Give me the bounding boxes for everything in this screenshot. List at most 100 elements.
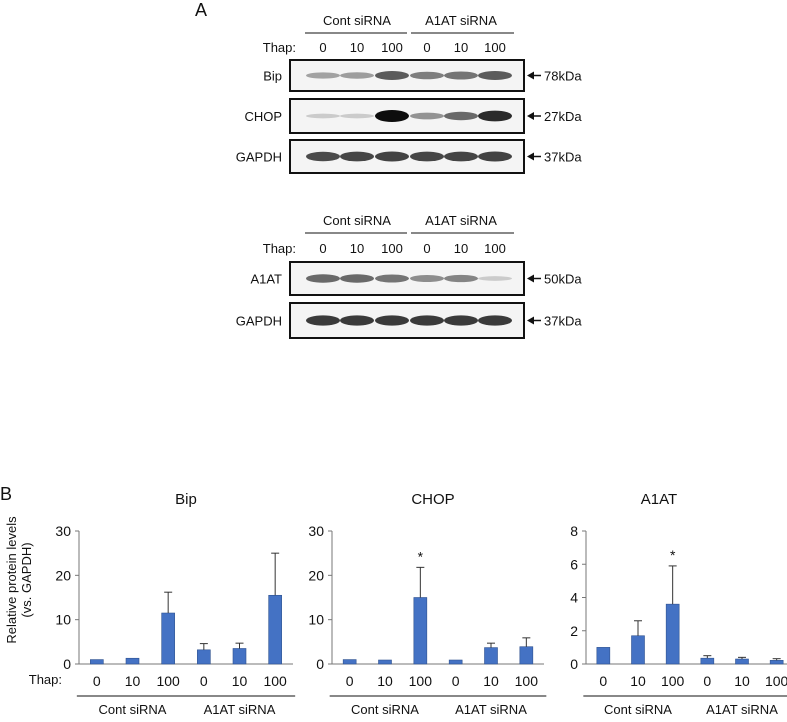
- y-tick-label: 0: [316, 656, 324, 672]
- bar: [268, 594, 282, 665]
- blot-band: [306, 72, 340, 79]
- blot-band: [410, 315, 444, 326]
- bar: [448, 659, 463, 665]
- x-tick-label: 0: [703, 673, 711, 689]
- chart-bip: Bip 0 10 20 30 0 10 100 0 10 100 Cont siRNA A1AT siR…: [55, 491, 296, 717]
- x-tick-label: 0: [200, 673, 208, 689]
- bar: [596, 647, 611, 665]
- blot-band: [375, 274, 409, 283]
- marker-label: 37kDa: [544, 150, 582, 165]
- marker-label: 37kDa: [544, 314, 582, 329]
- y-tick-label: 20: [55, 567, 71, 583]
- x-tick-label: 100: [409, 673, 433, 689]
- dose-label: 100: [381, 40, 403, 55]
- group-label-a1at: A1AT siRNA: [425, 213, 497, 228]
- y-tick-label: 10: [308, 612, 324, 628]
- blot-band: [375, 315, 409, 326]
- dose-label: 0: [319, 241, 326, 256]
- dose-label: 100: [381, 241, 403, 256]
- blot-band: [410, 151, 444, 162]
- y-axis-title-line1: Relative protein levels: [4, 516, 19, 644]
- x-tick-label: 100: [156, 673, 180, 689]
- chart-title: Bip: [175, 491, 197, 508]
- blot-band: [306, 315, 340, 326]
- chart-chop: CHOP 0 10 20 30 0 10 * 100 0 10 100 Cont siRNA A1AT s…: [308, 491, 547, 717]
- x-tick-label: 0: [599, 673, 607, 689]
- group-label-cont: Cont siRNA: [99, 702, 167, 717]
- y-axis-title-line2: (vs. GAPDH): [19, 542, 34, 617]
- x-tick-label: 10: [377, 673, 393, 689]
- marker-label: 27kDa: [544, 109, 582, 124]
- bar: [232, 648, 247, 665]
- blot-band: [375, 110, 409, 122]
- blot-protein-label: GAPDH: [236, 314, 282, 329]
- blot-band: [375, 71, 409, 80]
- y-tick-label: 0: [63, 656, 71, 672]
- group-label-cont: Cont siRNA: [351, 702, 419, 717]
- x-tick-label: 100: [765, 673, 787, 689]
- y-tick-label: 8: [570, 523, 578, 539]
- blot-band: [444, 315, 478, 326]
- blot-band: [410, 274, 444, 283]
- bar: [161, 612, 175, 665]
- blot-band: [478, 71, 512, 80]
- marker-arrow-head: [527, 316, 534, 325]
- marker-label: 78kDa: [544, 69, 582, 84]
- blot-band: [444, 71, 478, 80]
- blot-band: [410, 112, 444, 120]
- bar: [378, 659, 392, 665]
- dose-label: 10: [350, 241, 364, 256]
- blot-band: [478, 110, 512, 122]
- blot-band: [444, 274, 478, 283]
- bar: [413, 597, 428, 665]
- blot-protein-label: CHOP: [244, 109, 282, 124]
- y-tick-label: 20: [308, 567, 324, 583]
- y-tick-label: 4: [570, 590, 578, 606]
- blot-band: [478, 276, 512, 281]
- blot-band: [306, 151, 340, 162]
- bar: [631, 635, 645, 665]
- group-label-a1at: A1AT siRNA: [204, 702, 276, 717]
- panel-a-label: A: [195, 0, 207, 20]
- thap-label: Thap:: [29, 672, 62, 687]
- x-tick-label: 10: [232, 673, 248, 689]
- blot-band: [478, 151, 512, 162]
- x-tick-label: 100: [263, 673, 287, 689]
- dose-label: 0: [423, 40, 430, 55]
- y-tick-label: 10: [55, 612, 71, 628]
- dose-label: 0: [423, 241, 430, 256]
- dose-label: 100: [484, 241, 506, 256]
- chart-title: CHOP: [411, 491, 454, 508]
- x-tick-label: 10: [483, 673, 499, 689]
- blot-band: [340, 72, 374, 79]
- blot-band: [306, 113, 340, 119]
- x-tick-label: 0: [346, 673, 354, 689]
- y-tick-label: 6: [570, 556, 578, 572]
- blot-band: [410, 71, 444, 80]
- bar: [735, 658, 749, 665]
- significance-marker: *: [670, 547, 676, 563]
- dose-label: 0: [319, 40, 326, 55]
- marker-label: 50kDa: [544, 272, 582, 287]
- blot-band: [306, 274, 340, 283]
- blot-protein-label: Bip: [263, 69, 282, 84]
- x-tick-label: 0: [452, 673, 460, 689]
- blot-protein-label: A1AT: [250, 272, 282, 287]
- dose-label: 10: [350, 40, 364, 55]
- y-tick-label: 0: [570, 656, 578, 672]
- x-tick-label: 0: [93, 673, 101, 689]
- x-tick-label: 100: [661, 673, 685, 689]
- marker-arrow-head: [527, 274, 534, 283]
- bar: [484, 647, 498, 665]
- bar: [342, 659, 357, 665]
- marker-arrow-head: [527, 71, 534, 80]
- group-label-cont: Cont siRNA: [323, 213, 391, 228]
- y-tick-label: 2: [570, 623, 578, 639]
- bar: [125, 657, 140, 665]
- group-label-a1at: A1AT siRNA: [455, 702, 527, 717]
- marker-arrow-head: [527, 112, 534, 120]
- thap-label: Thap:: [263, 241, 296, 256]
- bar: [197, 649, 211, 665]
- group-label-cont: Cont siRNA: [323, 13, 391, 28]
- thap-label: Thap:: [263, 40, 296, 55]
